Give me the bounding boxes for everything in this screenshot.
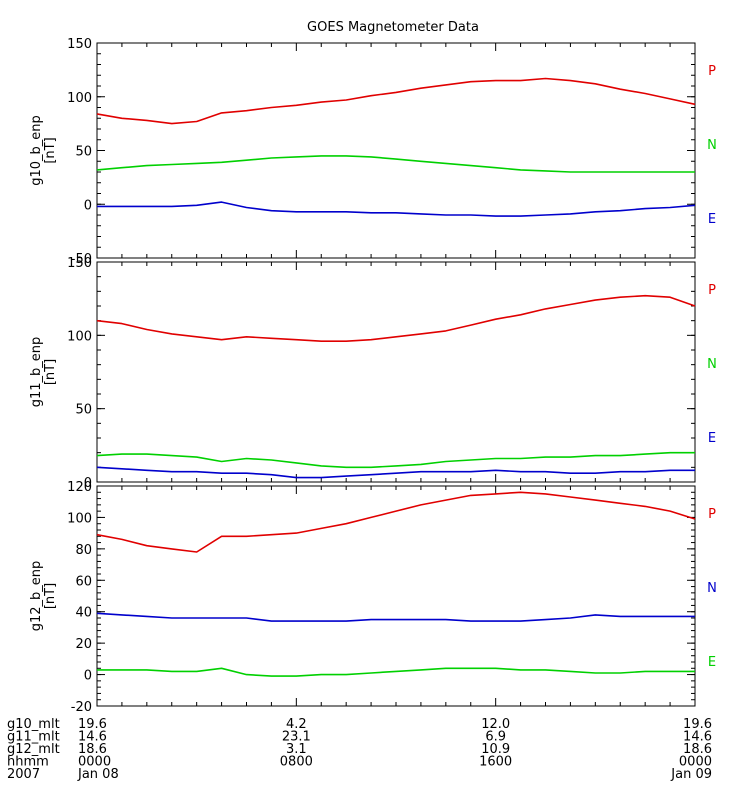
table-cell: 14.6 xyxy=(78,730,107,745)
table-cell: 6.9 xyxy=(485,730,506,745)
panel-3: -20 0 20 40 60 80 100 120 g12_b_enp [nT] P N E xyxy=(29,480,717,715)
legend-label-e: E xyxy=(708,431,716,446)
table-cell: 19.6 xyxy=(683,717,712,732)
table-cell: 4.2 xyxy=(286,717,307,732)
y-tick-label: 40 xyxy=(75,606,92,621)
y-axis-label: g11_b_enp xyxy=(29,337,44,408)
table-cell: 19.6 xyxy=(78,717,107,732)
y-tick-label: -20 xyxy=(71,700,92,715)
y-tick-label: 120 xyxy=(67,480,92,495)
y-axis-unit: [nT] xyxy=(43,137,58,163)
y-tick-label: 80 xyxy=(75,543,92,558)
table-cell: 18.6 xyxy=(683,742,712,757)
table-row-label: g11_mlt xyxy=(7,730,60,745)
series-line-p xyxy=(96,294,696,343)
y-axis-unit: [nT] xyxy=(43,583,58,609)
legend-label-p: P xyxy=(708,507,716,522)
y-tick-label: 100 xyxy=(67,329,92,344)
table-cell: 1600 xyxy=(479,755,512,770)
table-row-label: hhmm xyxy=(7,755,49,770)
table-row-label: g10_mlt xyxy=(7,717,60,732)
table-cell: 23.1 xyxy=(282,730,311,745)
legend-label-p: P xyxy=(708,64,716,79)
plot-frame xyxy=(96,261,696,483)
panel-1: -50 0 50 100 150 g10_b_enp [nT] P N E xyxy=(29,37,717,267)
y-tick-label: 150 xyxy=(67,256,92,271)
y-tick-label: 60 xyxy=(75,574,92,589)
y-tick-label: 100 xyxy=(67,511,92,526)
series-line-e xyxy=(97,667,695,677)
y-axis-label: g10_b_enp xyxy=(29,115,44,186)
table-row-label: g12_mlt xyxy=(7,742,60,757)
legend-label-e: E xyxy=(708,212,716,227)
series-line-p xyxy=(96,77,696,125)
y-tick-label: 50 xyxy=(75,403,92,418)
series-line-e xyxy=(96,466,695,479)
chart-title: GOES Magnetometer Data xyxy=(307,20,479,35)
table-cell: 0000 xyxy=(679,755,712,770)
series-line-n xyxy=(96,612,695,622)
series-line-p xyxy=(96,491,696,553)
table-cell: 0000 xyxy=(78,755,111,770)
table-cell: Jan 09 xyxy=(670,767,712,782)
y-axis-label: g12_b_enp xyxy=(29,561,44,632)
y-tick-label: 0 xyxy=(84,198,92,213)
legend-label-n: N xyxy=(707,138,717,153)
legend-label-e: E xyxy=(708,655,716,670)
y-tick-label: -50 xyxy=(71,252,92,267)
y-tick-label: 150 xyxy=(67,37,92,52)
table-cell: 12.0 xyxy=(481,717,510,732)
table-cell: 10.9 xyxy=(481,742,510,757)
y-tick-label: 100 xyxy=(67,91,92,106)
series-line-n xyxy=(96,451,695,469)
plot-frame xyxy=(96,42,696,259)
legend-label-p: P xyxy=(708,283,716,298)
table-cell: Jan 08 xyxy=(77,767,119,782)
legend-label-n: N xyxy=(707,357,717,372)
y-tick-label: 20 xyxy=(75,637,92,652)
series-line-e xyxy=(97,201,696,217)
table-cell: 18.6 xyxy=(78,742,107,757)
table-cell: 3.1 xyxy=(286,742,307,757)
legend-label-n: N xyxy=(707,581,717,596)
series-line-n xyxy=(96,155,695,173)
y-tick-label: 50 xyxy=(75,145,92,160)
y-tick-label: 0 xyxy=(84,669,92,684)
table-row-label: 2007 xyxy=(7,767,40,782)
y-axis-unit: [nT] xyxy=(43,359,58,385)
y-tick-label: 0 xyxy=(84,476,92,491)
panel-2: 0 50 100 150 g11_b_enp [nT] P N E xyxy=(29,256,717,491)
table-cell: 14.6 xyxy=(683,730,712,745)
table-cell: 0800 xyxy=(280,755,313,770)
